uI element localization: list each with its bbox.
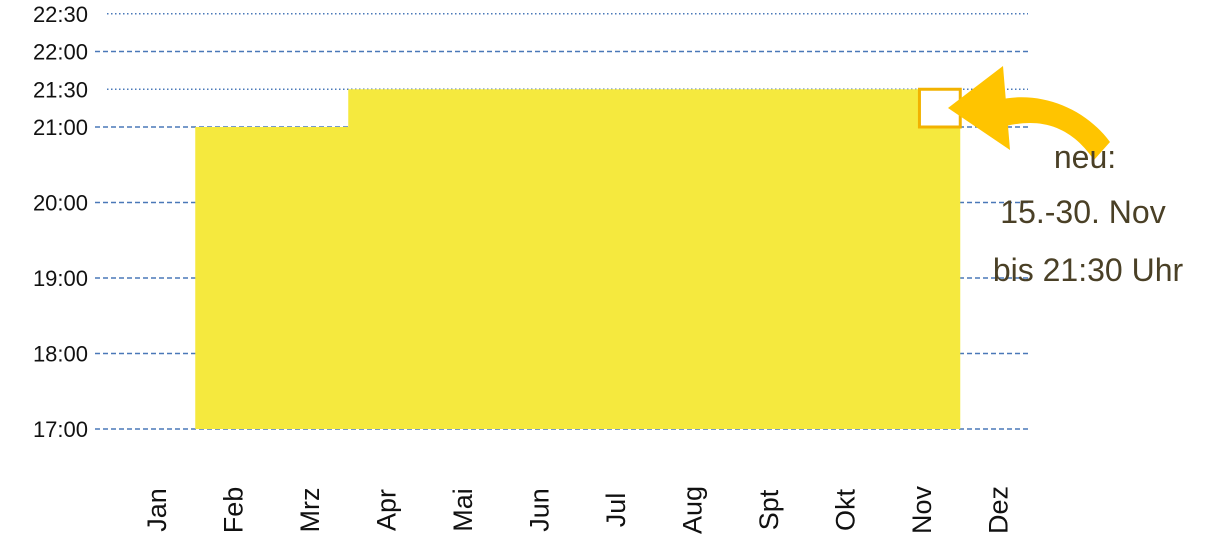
arrow-body [998,97,1110,160]
area-fill [195,89,961,429]
x-tick-label: Jul [601,493,631,528]
x-tick-label: Okt [831,489,861,532]
x-tick-label: Apr [372,489,402,531]
y-tick-label: 21:30 [33,77,88,102]
y-tick-label: 19:00 [33,266,88,291]
arrow-head [948,66,1010,150]
x-tick-label: Jun [525,488,555,532]
x-axis-labels: Jan Feb Mrz Apr Mai Jun Jul Aug Spt Okt Nov Dez [142,485,1014,534]
y-tick-label: 22:00 [33,40,88,65]
x-tick-label: Dez [984,486,1014,534]
area-series [195,89,961,429]
annotation-line: neu: [1054,139,1116,175]
y-axis-labels: 17:00 18:00 19:00 20:00 21:00 21:30 22:00 22:30 [33,2,88,442]
annotation-arrow [948,66,1110,160]
x-tick-label: Feb [219,487,249,534]
x-tick-label: Mai [448,488,478,532]
annotation: neu: 15.-30. Nov bis 21:30 Uhr [993,139,1184,288]
y-tick-label: 18:00 [33,342,88,367]
annotation-line: 15.-30. Nov [1000,194,1165,230]
x-tick-label: Nov [907,485,937,534]
y-tick-label: 21:00 [33,115,88,140]
x-tick-label: Aug [678,486,708,534]
x-tick-label: Jan [142,488,172,532]
x-tick-label: Mrz [295,488,325,533]
annotation-line: bis 21:30 Uhr [993,252,1184,288]
y-tick-label: 17:00 [33,417,88,442]
x-tick-label: Spt [754,489,784,530]
y-tick-label: 22:30 [33,2,88,27]
y-tick-label: 20:00 [33,191,88,216]
